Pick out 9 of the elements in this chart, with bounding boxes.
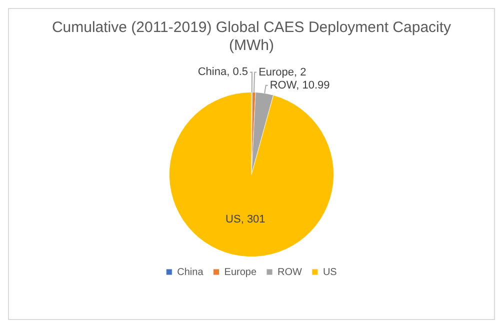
legend-label: ROW: [278, 266, 303, 278]
data-label: US, 301: [226, 213, 266, 226]
legend-label: US: [322, 266, 338, 278]
data-label: ROW, 10.99: [270, 79, 330, 92]
legend-label: Europe: [224, 266, 257, 278]
chart-title: Cumulative (2011-2019) Global CAES Deployment Capacity (MWh): [52, 19, 452, 56]
data-label: Europe, 2: [258, 66, 306, 78]
legend-label: China: [177, 266, 204, 278]
data-label: China, 0.5: [198, 66, 248, 78]
